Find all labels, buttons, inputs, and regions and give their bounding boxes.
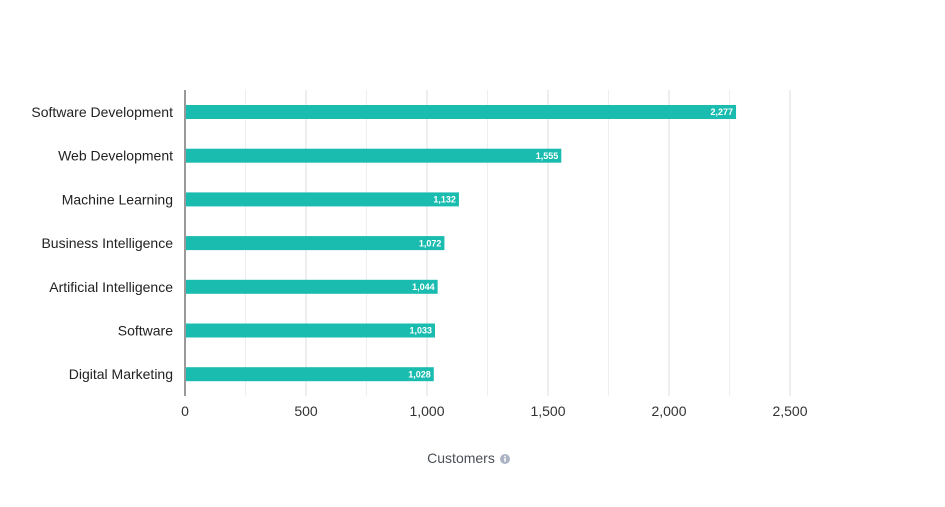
category-label: Software Development (31, 104, 173, 120)
category-label: Software (118, 323, 173, 339)
x-axis-title: Customers (427, 450, 495, 466)
bar[interactable] (186, 323, 435, 338)
x-axis-title-group: Customers (427, 450, 510, 466)
bar-value-label: 1,072 (419, 238, 442, 248)
bar-value-label: 1,028 (408, 369, 431, 379)
category-label: Business Intelligence (41, 235, 173, 251)
x-axis-ticks: 0 500 1,000 1,500 2,000 2,500 (181, 403, 808, 419)
bar-value-label: 2,277 (711, 107, 734, 117)
bar[interactable] (186, 192, 459, 207)
category-label: Digital Marketing (69, 366, 173, 382)
category-label: Web Development (58, 148, 173, 164)
bar[interactable] (186, 236, 445, 251)
bar[interactable] (186, 148, 562, 163)
bar-value-label: 1,555 (536, 151, 559, 161)
info-icon[interactable] (500, 454, 510, 464)
bar[interactable] (186, 367, 434, 382)
x-tick-label: 2,500 (772, 403, 807, 419)
category-label: Artificial Intelligence (49, 279, 173, 295)
bar-value-label: 1,044 (412, 282, 435, 292)
bar[interactable] (186, 105, 737, 119)
category-labels: Software Development Web Development Machi… (31, 104, 173, 382)
x-tick-label: 1,000 (409, 403, 444, 419)
bars: 2,277 1,555 1,132 1,072 1,044 1,033 1,028 (186, 105, 737, 382)
bar-value-label: 1,132 (433, 195, 456, 205)
x-tick-label: 500 (294, 403, 318, 419)
x-tick-label: 1,500 (530, 403, 565, 419)
bar[interactable] (186, 279, 438, 294)
category-label: Machine Learning (62, 191, 173, 207)
bar-value-label: 1,033 (409, 326, 432, 336)
x-tick-label: 0 (181, 403, 189, 419)
x-tick-label: 2,000 (651, 403, 686, 419)
